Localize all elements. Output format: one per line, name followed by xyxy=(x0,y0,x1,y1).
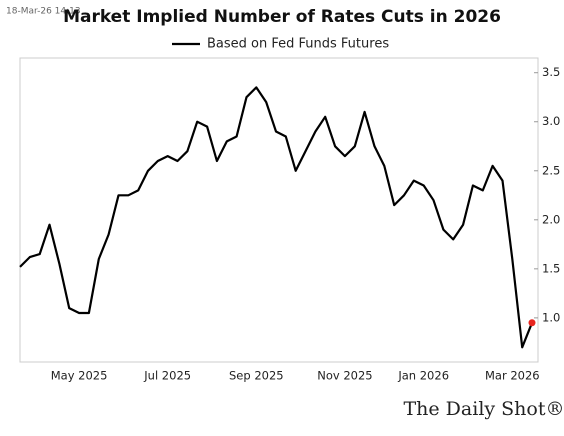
y-tick-label: 1.5 xyxy=(542,261,560,275)
plot-frame xyxy=(19,57,539,363)
source-brand: The Daily Shot® xyxy=(403,398,564,420)
x-tick-label: Jan 2026 xyxy=(397,369,449,383)
x-tick-label: Jul 2025 xyxy=(143,369,191,383)
x-tick-label: Nov 2025 xyxy=(317,369,372,383)
x-tick-label: Sep 2025 xyxy=(229,369,284,383)
chart-title: Market Implied Number of Rates Cuts in 2… xyxy=(63,7,501,27)
y-tick-label: 3.0 xyxy=(542,114,560,128)
y-tick-label: 3.5 xyxy=(542,65,560,79)
legend-label: Based on Fed Funds Futures xyxy=(207,37,389,52)
series-line xyxy=(19,86,534,349)
x-tick-label: May 2025 xyxy=(51,369,108,383)
last-point xyxy=(528,319,536,327)
y-tick-label: 2.0 xyxy=(542,212,560,226)
x-tick-label: Mar 2026 xyxy=(485,369,540,383)
y-tick-label: 1.0 xyxy=(542,310,560,324)
y-tick-label: 2.5 xyxy=(542,163,560,177)
timestamp: 18-Mar-26 14:13 xyxy=(6,7,81,17)
